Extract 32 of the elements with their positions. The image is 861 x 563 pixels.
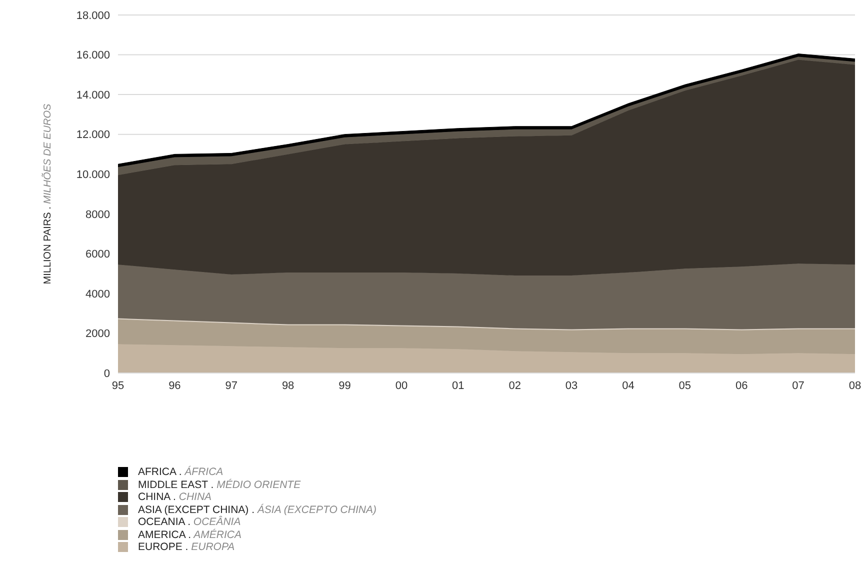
x-tick-label: 06 [735, 380, 748, 392]
x-tick-label: 04 [622, 380, 634, 392]
legend-label: MIDDLE EAST . MÉDIO ORIENTE [138, 478, 301, 490]
legend-label: AFRICA . ÁFRICA [138, 466, 224, 478]
x-tick-label: 03 [565, 380, 578, 392]
legend-label: CHINA . CHINA [138, 491, 212, 503]
x-tick-label: 05 [678, 380, 692, 392]
y-tick-label: 14.000 [76, 89, 110, 102]
y-tick-label: 12.000 [76, 129, 110, 142]
y-tick-label: 2000 [86, 328, 110, 340]
x-tick-label: 99 [338, 380, 351, 392]
legend-label: OCEANIA . OCEÂNIA [138, 516, 241, 528]
x-tick-label: 00 [395, 380, 408, 392]
x-tick-label: 97 [225, 380, 238, 392]
y-tick-label: 0 [104, 368, 110, 380]
y-tick-label: 18.000 [76, 10, 110, 22]
x-tick-label: 96 [168, 380, 181, 392]
y-tick-label: 16.000 [76, 50, 110, 62]
x-tick-label: 01 [452, 380, 464, 392]
y-tick-label: 8000 [86, 208, 110, 221]
legend-label: EUROPE . EUROPA [138, 541, 235, 553]
x-tick-label: 08 [848, 380, 861, 392]
y-tick-label: 10.000 [76, 169, 110, 182]
x-tick-label: 98 [282, 380, 294, 392]
legend-label: ASIA (EXCEPT CHINA) . ÁSIA (EXCEPTO CHINA) [138, 504, 376, 516]
x-tick-label: 02 [508, 380, 521, 392]
legend-label: AMERICA . AMÉRICA [138, 528, 242, 540]
y-axis-title: MILLION PAIRS . MILHÕES DE EUROS [42, 104, 54, 284]
y-tick-label: 4000 [86, 288, 110, 300]
x-tick-label: 95 [112, 380, 124, 392]
x-tick-label: 07 [792, 380, 804, 392]
y-tick-label: 6000 [86, 248, 110, 261]
